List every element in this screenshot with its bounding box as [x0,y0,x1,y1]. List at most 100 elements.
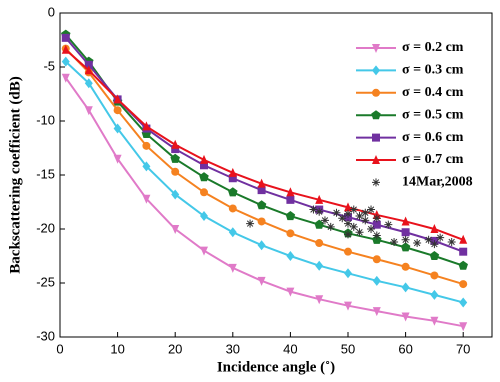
marker [372,275,381,286]
y-tick-label: -25 [36,274,55,289]
marker [315,260,324,271]
marker [228,263,237,273]
legend-label: σ = 0.6 cm [402,130,464,145]
marker [246,219,255,228]
marker [459,297,468,308]
x-tick-label: 30 [226,341,240,356]
y-tick-label: -20 [36,220,55,235]
y-tick-label: -15 [36,166,55,181]
y-tick-label: 0 [48,4,55,19]
marker [113,123,122,134]
marker [171,167,180,176]
marker [171,225,180,234]
marker [401,282,410,293]
marker [344,219,352,228]
marker [285,211,296,221]
marker [367,205,376,214]
marker [401,262,410,271]
marker [228,187,238,197]
marker [200,188,208,197]
marker [199,172,209,182]
marker [142,194,151,204]
legend-label: 14Mar,2008 [402,175,473,190]
marker [372,178,380,187]
marker [390,237,399,246]
marker [436,233,445,242]
marker [257,240,266,251]
marker [371,110,381,120]
marker [349,205,358,214]
marker [372,214,381,223]
marker [320,216,329,225]
marker [142,141,151,150]
marker [286,187,295,197]
marker [458,260,468,270]
marker [355,212,364,221]
marker [200,211,208,222]
marker [344,230,352,239]
marker [372,65,380,76]
marker [459,247,468,256]
x-tick-label: 0 [56,341,63,356]
marker [61,44,70,54]
marker [257,217,266,226]
marker [372,155,380,164]
marker [447,237,456,246]
marker [459,322,468,332]
marker [256,200,267,210]
marker [372,88,380,97]
marker [257,178,266,188]
x-tick-label: 20 [168,341,182,356]
marker [430,316,439,326]
marker [200,154,208,164]
marker [367,225,376,233]
marker [228,227,237,238]
marker [401,228,410,237]
legend-label: σ = 0.2 cm [402,40,464,55]
marker [84,60,93,69]
marker [459,234,468,244]
marker [401,312,410,322]
marker [459,280,468,289]
marker [315,194,324,204]
marker [257,276,266,286]
marker [344,209,352,218]
marker [200,246,208,256]
marker [315,295,324,305]
marker [384,220,393,229]
marker [142,121,151,131]
marker [171,139,180,149]
marker [61,73,70,83]
marker [228,174,237,183]
marker [372,255,381,264]
marker [355,228,364,237]
marker [430,240,439,249]
marker [429,251,440,261]
legend-label: σ = 0.3 cm [402,63,464,78]
marker [84,106,93,116]
marker [84,78,93,89]
marker [430,271,439,280]
x-tick-label: 10 [110,341,124,356]
marker [228,167,237,177]
marker [361,208,370,217]
marker [113,94,122,104]
marker [170,153,180,163]
marker [286,251,295,261]
marker [315,239,324,248]
x-axis-label: Incidence angle (˚) [217,359,335,375]
marker [84,65,93,75]
marker [171,189,180,200]
x-tick-label: 40 [283,341,297,356]
x-tick-label: 50 [341,341,355,356]
y-axis-label: Backscattering coefficient (dB) [7,76,23,273]
marker [344,301,352,311]
x-tick-label: 70 [456,341,470,356]
marker [314,219,324,229]
marker [372,307,381,317]
marker [228,204,237,213]
marker [61,56,70,67]
marker [326,222,335,231]
y-tick-label: -5 [43,58,55,73]
marker [372,44,380,53]
